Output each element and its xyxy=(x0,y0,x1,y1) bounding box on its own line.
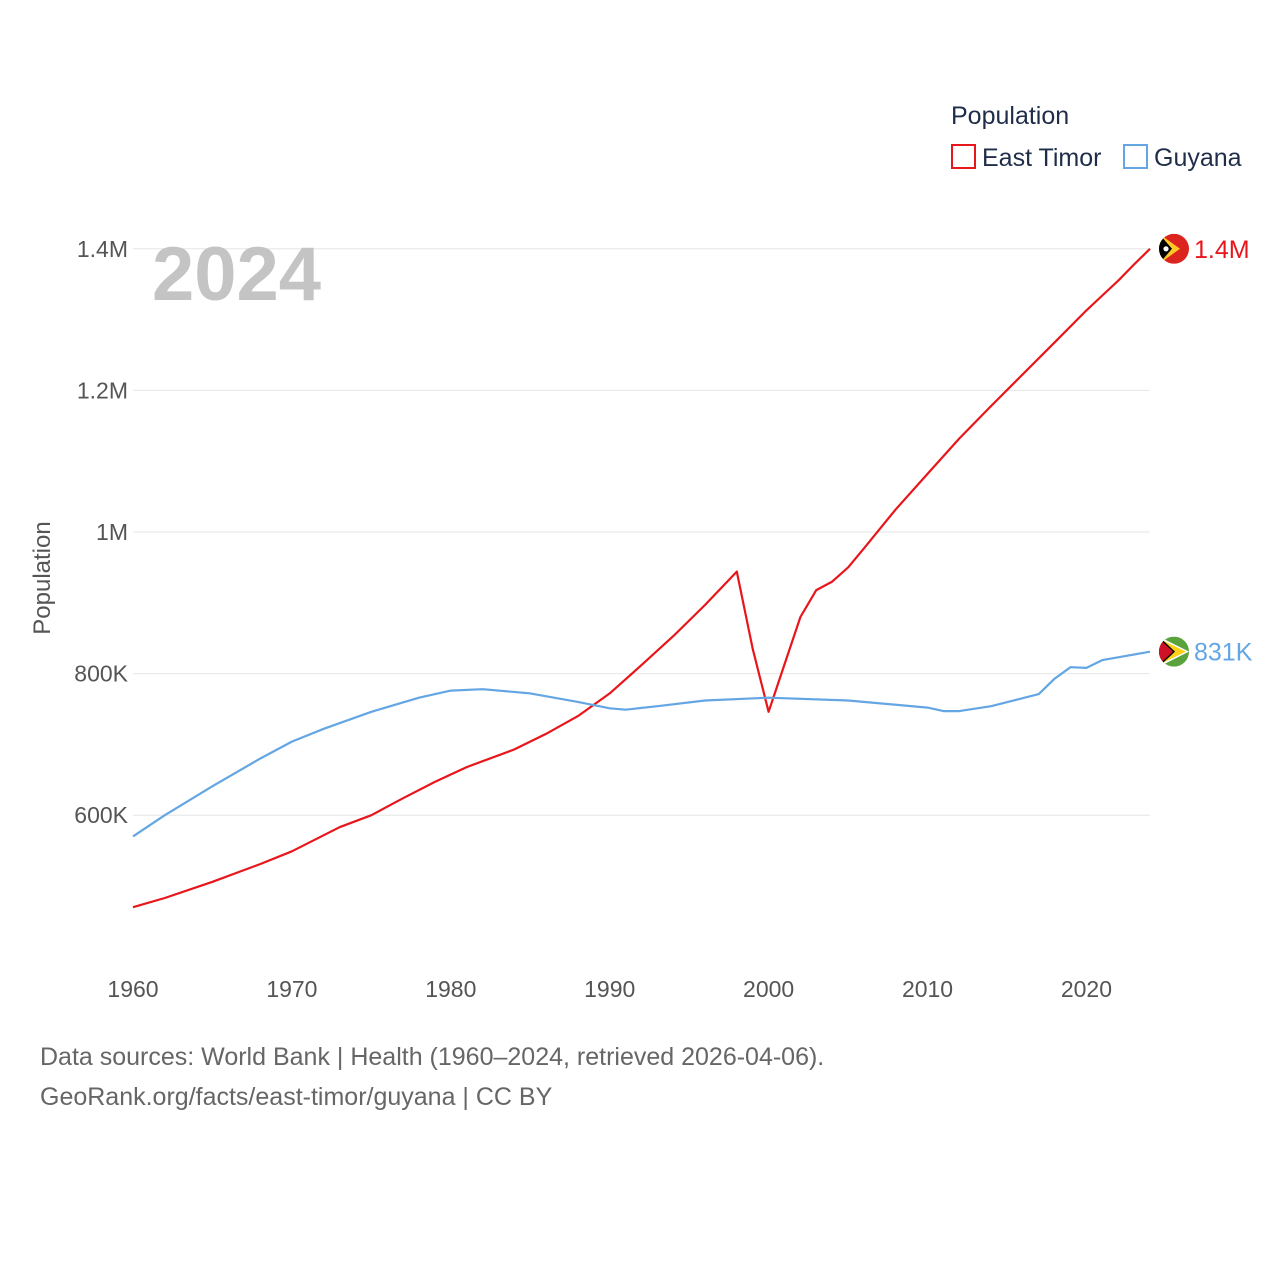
x-tick-label: 1960 xyxy=(107,976,158,1002)
x-tick-label: 2020 xyxy=(1061,976,1112,1002)
legend-swatch-east-timor xyxy=(951,144,976,169)
legend-item-guyana[interactable]: Guyana xyxy=(1123,144,1242,172)
gridlines xyxy=(133,248,1150,816)
x-tick-label: 1980 xyxy=(425,976,476,1002)
y-tick-label: 1.4M xyxy=(77,236,128,262)
x-tick-label: 1990 xyxy=(584,976,635,1002)
y-tick-label: 1M xyxy=(96,519,128,545)
source-link[interactable]: GeoRank.org/facts/east-timor/guyana | CC… xyxy=(40,1083,553,1111)
x-tick-label: 2000 xyxy=(743,976,794,1002)
legend: Population East Timor Guyana xyxy=(951,102,1242,172)
x-tick-label: 1970 xyxy=(266,976,317,1002)
x-tick-label: 2010 xyxy=(902,976,953,1002)
x-axis-ticks: 1960 1970 1980 1990 2000 2010 2020 xyxy=(107,976,1112,1002)
end-value-label-guyana: 831K xyxy=(1194,639,1253,667)
y-tick-label: 800K xyxy=(74,661,128,687)
series-end-markers: 1.4M 831K xyxy=(1159,233,1253,667)
series-line-guyana xyxy=(132,650,1151,838)
end-value-label-east-timor: 1.4M xyxy=(1194,236,1250,264)
legend-label-east-timor: East Timor xyxy=(982,144,1101,172)
y-axis-title: Population xyxy=(29,521,56,634)
y-tick-label: 1.2M xyxy=(77,377,128,403)
guyana-flag-icon xyxy=(1159,636,1189,667)
series-lines xyxy=(132,248,1151,909)
y-axis-ticks: 600K 800K 1M 1.2M 1.4M xyxy=(74,236,128,828)
y-tick-label: 600K xyxy=(74,802,128,828)
current-year-label: 2024 xyxy=(152,232,321,317)
legend-title: Population xyxy=(951,102,1069,130)
east-timor-flag-icon xyxy=(1159,233,1189,264)
legend-item-east-timor[interactable]: East Timor xyxy=(951,144,1101,172)
series-line-east-timor xyxy=(132,248,1151,909)
legend-label-guyana: Guyana xyxy=(1154,144,1242,172)
legend-swatch-guyana xyxy=(1123,144,1148,169)
source-note: Data sources: World Bank | Health (1960–… xyxy=(40,1043,825,1071)
